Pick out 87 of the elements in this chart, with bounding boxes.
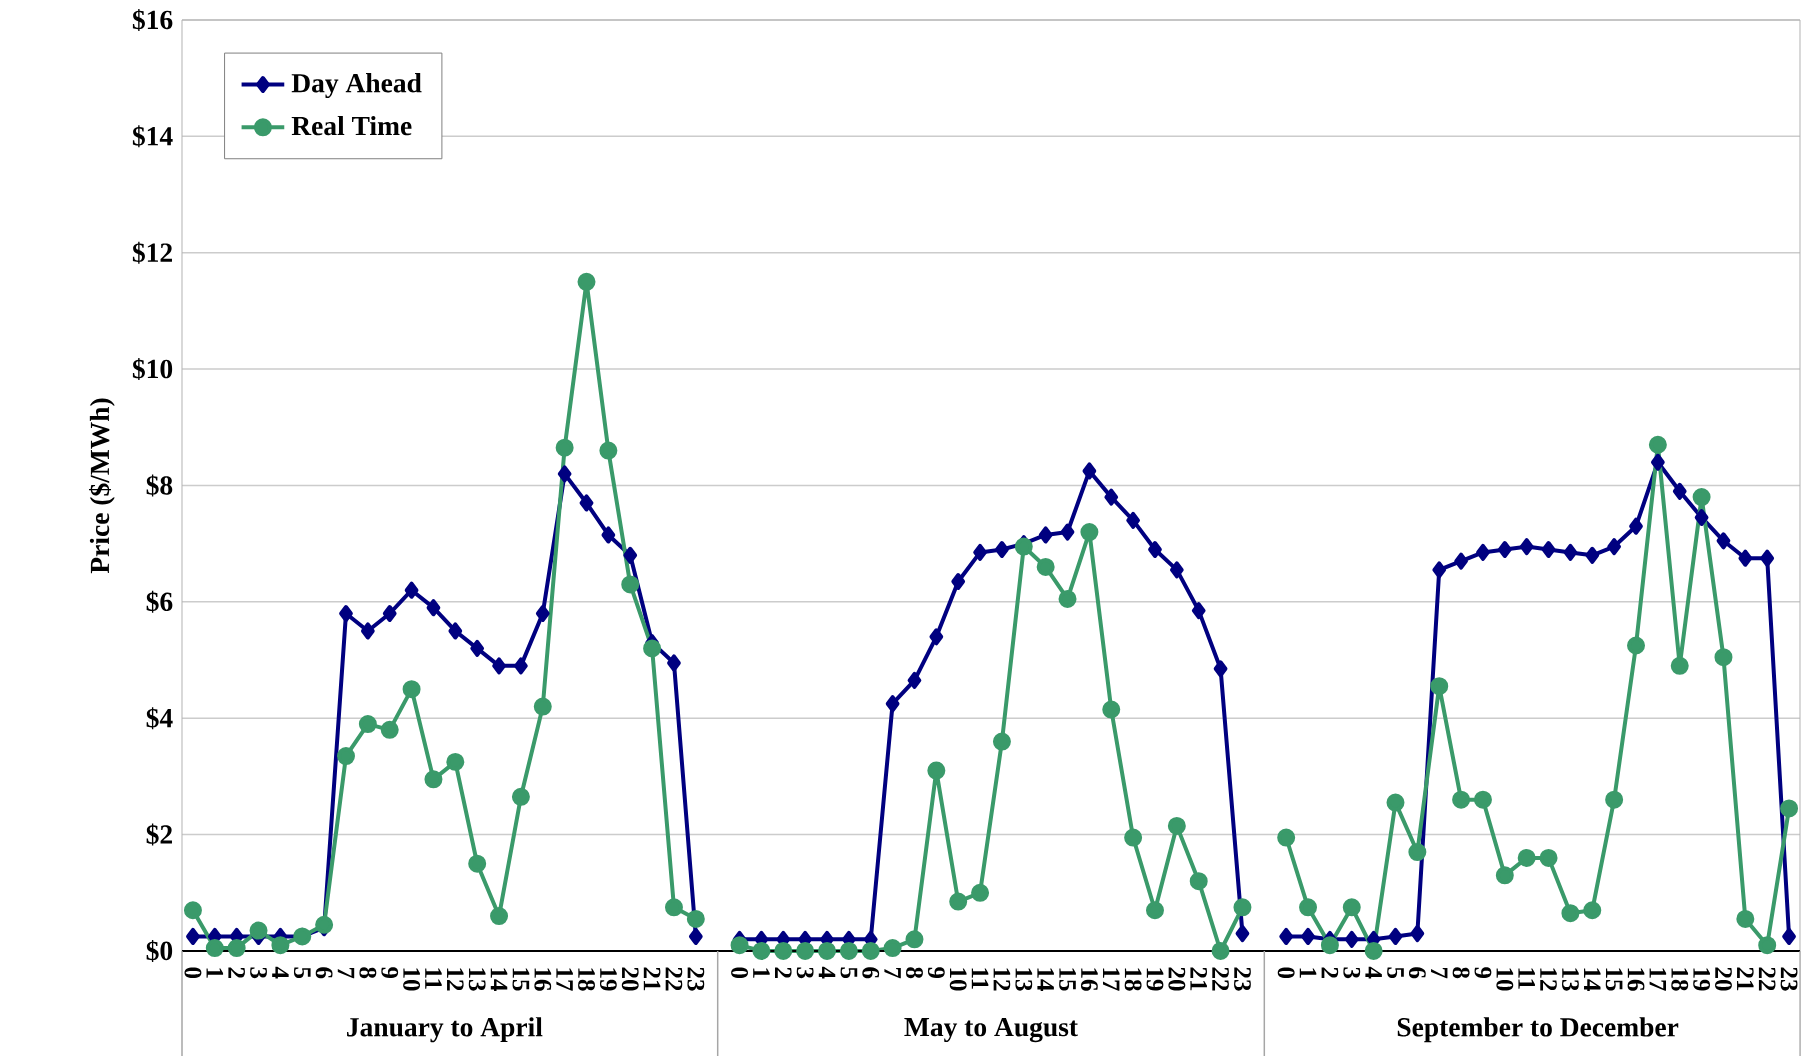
x-tick-label: 3 [250, 967, 267, 979]
x-tick-label: 19 [1146, 968, 1164, 991]
x-tick-label: 11 [1518, 968, 1535, 989]
x-tick-label: 5 [840, 967, 858, 979]
x-tick-label: 13 [468, 968, 486, 991]
x-tick-label: 18 [1124, 968, 1142, 991]
y-tick-label: $14 [132, 125, 173, 148]
x-tick-label: 13 [1562, 968, 1579, 991]
x-tick-label: 6 [315, 967, 333, 979]
x-tick-label: 3 [1343, 967, 1361, 979]
y-tick-label: $8 [146, 474, 173, 497]
legend-label: Real Time [291, 115, 412, 136]
x-tick-label: 0 [1277, 967, 1295, 979]
x-tick-label: 16 [534, 968, 552, 991]
x-tick-label: 11 [425, 968, 442, 989]
x-tick-label: 15 [512, 968, 530, 991]
x-tick-label: 1 [206, 968, 224, 978]
x-tick-label: 4 [272, 966, 289, 979]
x-tick-label: 20 [1715, 967, 1732, 991]
x-tick-label: 22 [1212, 967, 1229, 991]
x-tick-label: 19 [1693, 968, 1710, 991]
x-tick-label: 2 [228, 967, 245, 978]
x-tick-label: 10 [949, 968, 967, 991]
x-tick-label: 23 [1234, 967, 1251, 991]
x-tick-label: 8 [359, 967, 377, 979]
x-tick-label: 14 [1584, 968, 1601, 992]
x-tick-label: 14 [490, 968, 508, 992]
x-tick-label: 17 [1103, 968, 1120, 991]
x-tick-label: 12 [447, 968, 464, 991]
x-tick-label: 22 [1758, 967, 1776, 991]
x-tick-label: 6 [1408, 967, 1426, 979]
x-tick-label: 17 [556, 968, 573, 991]
x-tick-label: 9 [381, 967, 399, 979]
y-axis-title: Price ($/MWh) [88, 398, 115, 574]
x-tick-label: 5 [1387, 967, 1404, 979]
x-tick-label: 15 [1059, 968, 1076, 991]
x-tick-label: 1 [753, 968, 770, 978]
x-tick-label: 3 [796, 967, 814, 979]
y-tick-label: $0 [146, 939, 173, 962]
text: September to December [1397, 1017, 1679, 1043]
x-tick-label: 12 [1540, 968, 1557, 991]
x-tick-label: 23 [1780, 967, 1798, 991]
x-tick-label: 8 [906, 967, 923, 979]
x-tick-label: 2 [775, 967, 792, 978]
x-tick-label: 2 [1321, 967, 1339, 978]
y-tick-label: $10 [132, 358, 173, 381]
x-tick-label: 0 [731, 967, 748, 979]
y-tick-label: $6 [146, 590, 173, 613]
x-tick-label: 12 [993, 968, 1011, 991]
y-tick-label: $12 [132, 241, 172, 264]
x-tick-label: 10 [1496, 968, 1514, 991]
x-tick-label: 0 [184, 967, 202, 979]
x-tick-label: 21 [1737, 967, 1754, 991]
x-tick-label: 22 [665, 967, 683, 991]
x-tick-label: 4 [1365, 966, 1382, 979]
x-tick-label: 8 [1452, 967, 1470, 979]
x-tick-label: 10 [403, 968, 421, 991]
x-tick-label: 18 [1671, 968, 1689, 991]
x-tick-label: 16 [1081, 968, 1098, 991]
x-tick-label: 11 [971, 968, 989, 989]
x-tick-label: 1 [1299, 968, 1317, 978]
x-tick-label: 18 [578, 968, 595, 991]
x-tick-label: 9 [1474, 967, 1492, 979]
text: January to April [347, 1017, 543, 1043]
x-tick-label: 7 [337, 967, 355, 979]
x-tick-label: 21 [1190, 967, 1207, 991]
x-tick-label: 23 [687, 967, 705, 991]
x-tick-label: 14 [1037, 968, 1054, 992]
x-tick-label: 17 [1649, 968, 1667, 991]
x-tick-label: 21 [643, 967, 661, 991]
y-tick-label: $4 [146, 707, 173, 730]
text: May to August [904, 1017, 1078, 1043]
x-tick-label: 15 [1605, 968, 1623, 991]
legend-label: Day Ahead [291, 73, 422, 99]
x-tick-label: 7 [884, 967, 901, 979]
x-tick-label: 20 [621, 967, 639, 991]
x-tick-label: 6 [862, 967, 880, 979]
x-tick-label: 16 [1627, 968, 1645, 991]
x-tick-label: 9 [927, 967, 945, 979]
x-tick-label: 5 [293, 967, 311, 979]
y-tick-label: $16 [132, 8, 173, 31]
x-tick-label: 7 [1431, 967, 1448, 979]
x-tick-label: 20 [1168, 967, 1186, 991]
x-tick-label: 19 [599, 968, 617, 991]
x-tick-label: 4 [818, 966, 836, 979]
y-tick-label: $2 [146, 823, 172, 846]
x-tick-label: 13 [1015, 968, 1033, 991]
